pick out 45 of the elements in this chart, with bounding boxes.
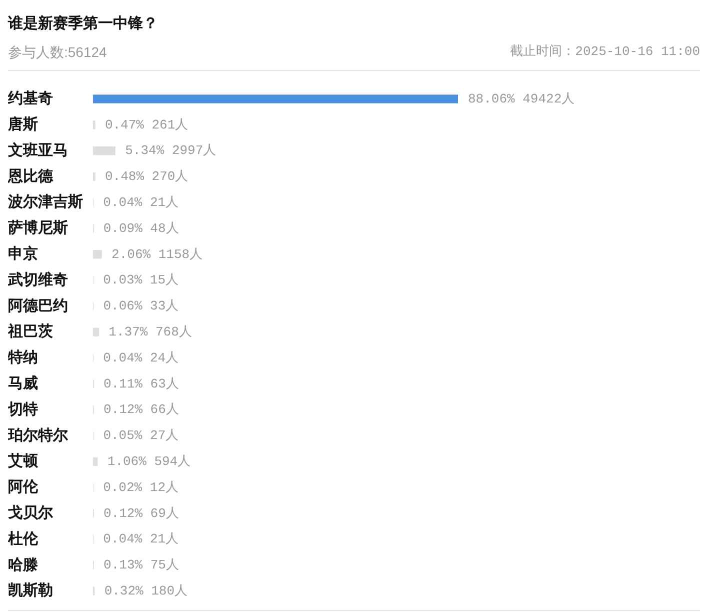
y-tick-label: 文班亚马 — [7, 142, 68, 159]
data-label: 0.47% 261人 — [104, 117, 188, 132]
data-label: 0.11% 63人 — [103, 376, 179, 392]
y-tick-label: 特纳 — [7, 349, 38, 366]
bar — [93, 250, 102, 259]
data-label: 1.06% 594人 — [107, 454, 191, 469]
bar — [93, 94, 458, 104]
bar — [93, 328, 100, 336]
data-label: 5.34% 2997人 — [125, 143, 216, 158]
data-label: 0.09% 48人 — [103, 220, 179, 236]
y-tick-label: 切特 — [7, 400, 38, 418]
data-label: 0.48% 270人 — [104, 169, 188, 184]
data-label: 0.12% 66人 — [103, 402, 179, 418]
bar — [93, 146, 116, 156]
y-tick-label: 申京 — [8, 244, 38, 262]
data-label: 2.06% 1158人 — [112, 246, 203, 262]
y-tick-label: 唐斯 — [7, 114, 38, 133]
y-tick-label: 杜伦 — [7, 530, 39, 548]
bar — [93, 457, 98, 466]
data-label: 0.04% 24人 — [103, 350, 179, 366]
data-label: 0.03% 15人 — [103, 272, 179, 288]
y-tick-label: 约基奇 — [7, 90, 53, 108]
data-label: 0.06% 33人 — [103, 298, 179, 314]
y-tick-label: 凯斯勒 — [8, 582, 53, 600]
y-tick-label: 马威 — [8, 374, 38, 392]
y-tick-label: 阿伦 — [8, 478, 39, 496]
data-label: 0.05% 27人 — [103, 428, 179, 444]
data-label: 88.06% 49422人 — [468, 91, 575, 106]
text: 截止时间：2025-10-16 11:00 — [510, 43, 700, 61]
chart-title: 谁是新赛季第一中锋？ — [8, 15, 158, 33]
data-label: 0.13% 75人 — [104, 558, 179, 573]
y-tick-label: 武切维奇 — [7, 270, 68, 288]
data-label: 0.32% 180人 — [104, 583, 188, 598]
y-tick-label: 艾顿 — [7, 452, 39, 470]
data-label: 0.04% 21人 — [103, 194, 179, 210]
y-tick-label: 哈滕 — [8, 556, 39, 574]
data-label: 0.04% 21人 — [103, 532, 179, 547]
chart-subtitle: 参与人数:56124 — [8, 43, 107, 61]
data-label: 1.37% 768人 — [108, 324, 192, 340]
y-tick-label: 阿德巴约 — [8, 297, 68, 314]
y-tick-label: 戈贝尔 — [8, 504, 54, 522]
data-label: 0.12% 69人 — [103, 506, 179, 521]
data-label: 0.02% 12人 — [103, 480, 179, 495]
y-tick-label: 萨博尼斯 — [7, 220, 68, 237]
y-tick-label: 波尔津吉斯 — [7, 194, 83, 211]
